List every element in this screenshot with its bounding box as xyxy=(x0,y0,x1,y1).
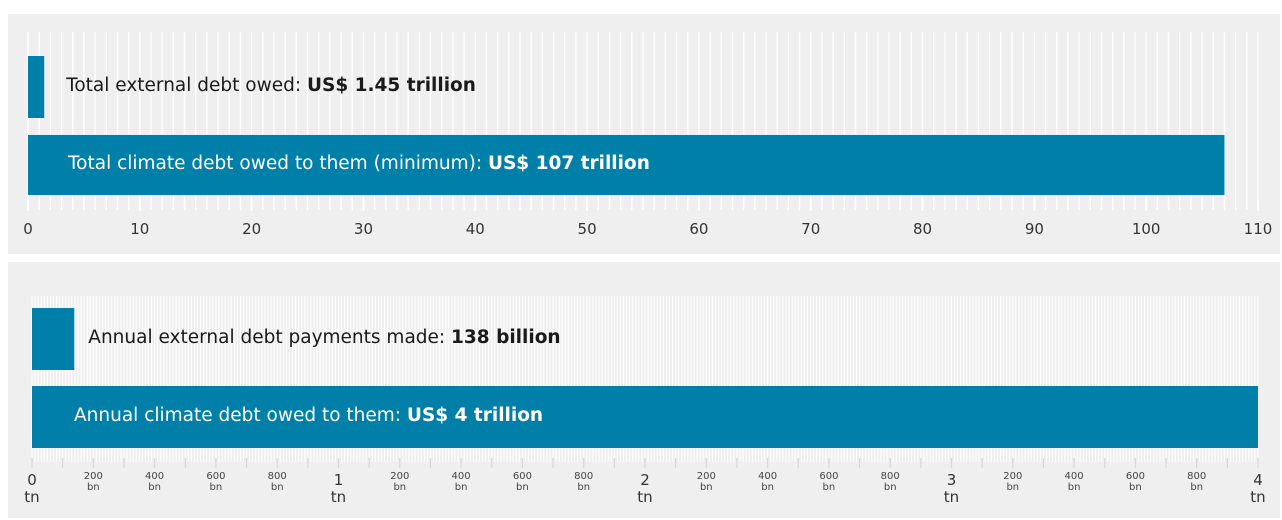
x-minor-tick-label: 800 bn xyxy=(1187,471,1207,493)
x-minor-tick-label: 800 bn xyxy=(267,471,287,493)
climate-debt-bar xyxy=(28,135,1225,195)
x-minor-tick-label: 200 bn xyxy=(390,471,410,493)
x-minor-tick-label: 200 bn xyxy=(1003,471,1023,493)
x-minor-tick-label: 800 bn xyxy=(880,471,900,493)
x-minor-tick-label: 400 bn xyxy=(451,471,471,493)
x-minor-tick-label: 600 bn xyxy=(819,471,839,493)
x-tick-label: 40 xyxy=(465,220,485,238)
total-debt-chart-svg xyxy=(27,32,1259,211)
x-tick-label: 70 xyxy=(801,220,821,238)
x-tick-label: 50 xyxy=(577,220,597,238)
x-major-tick-label: 3 tn xyxy=(943,471,960,507)
annual-debt-chart-svg xyxy=(31,296,1259,468)
annual-climate-debt-bar-label: Annual climate debt owed to them: US$ 4 … xyxy=(74,405,544,426)
x-minor-tick-label: 600 bn xyxy=(1125,471,1145,493)
x-minor-tick-label: 800 bn xyxy=(574,471,594,493)
x-major-tick-label: 2 tn xyxy=(637,471,653,507)
x-tick-label: 110 xyxy=(1243,220,1273,238)
x-minor-tick-label: 600 bn xyxy=(206,471,226,493)
x-major-tick-label: 0 tn xyxy=(24,471,40,507)
x-tick-label: 60 xyxy=(689,220,709,238)
x-tick-label: 80 xyxy=(912,220,933,238)
external-debt-bar-label: Total external debt owed: US$ 1.45 trill… xyxy=(66,75,476,96)
x-minor-tick-label: 600 bn xyxy=(512,471,532,493)
x-major-tick-label: 4 tn xyxy=(1250,471,1266,507)
x-tick-label: 90 xyxy=(1024,220,1044,238)
annual-payments-bar-label: Annual external debt payments made: 138 … xyxy=(88,327,561,348)
x-minor-tick-label: 400 bn xyxy=(758,471,778,493)
x-minor-tick-label: 400 bn xyxy=(1064,471,1084,493)
x-minor-tick-label: 200 bn xyxy=(696,471,716,493)
x-tick-label: 0 xyxy=(23,220,33,238)
climate-debt-bar-label: Total climate debt owed to them (minimum… xyxy=(68,153,650,174)
annual-debt-chart: Annual external debt payments made: 138 … xyxy=(8,262,1280,518)
x-tick-label: 10 xyxy=(130,220,150,238)
total-debt-chart: Total external debt owed: US$ 1.45 trill… xyxy=(8,14,1280,254)
annual-payments-bar xyxy=(32,308,75,370)
x-minor-tick-label: 200 bn xyxy=(83,471,103,493)
x-tick-label: 100 xyxy=(1131,220,1161,238)
x-tick-label: 30 xyxy=(353,220,373,238)
x-major-tick-label: 1 tn xyxy=(330,471,347,507)
annual-climate-debt-bar xyxy=(32,386,1258,448)
external-debt-bar xyxy=(28,56,45,118)
x-tick-label: 20 xyxy=(242,220,262,238)
x-minor-tick-label: 400 bn xyxy=(145,471,165,493)
